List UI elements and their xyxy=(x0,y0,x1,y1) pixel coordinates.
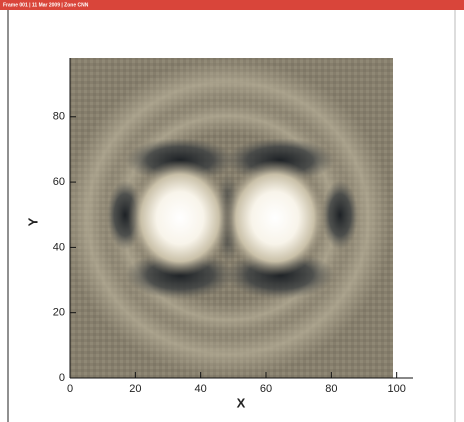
x-tick-label: 60 xyxy=(260,383,272,395)
y-tick-label: 80 xyxy=(53,111,65,123)
y-tick-label: 20 xyxy=(53,307,65,319)
x-tick-label: 80 xyxy=(325,383,337,395)
y-tick-label: 60 xyxy=(53,176,65,188)
x-axis-label: X xyxy=(237,395,246,410)
y-axis-label: Y xyxy=(25,217,40,226)
x-tick-label: 20 xyxy=(129,383,141,395)
x-tick-label: 40 xyxy=(195,383,207,395)
y-tick-label: 40 xyxy=(53,241,65,253)
frame-header: Frame 001 | 11 Mar 2009 | Zone CNN xyxy=(3,2,89,8)
frame: Frame 001 | 11 Mar 2009 | Zone CNN X Y 0… xyxy=(0,0,464,422)
contour-field xyxy=(63,58,393,378)
x-tick-label: 0 xyxy=(67,383,73,395)
y-tick-label: 0 xyxy=(59,372,65,384)
x-tick-label: 100 xyxy=(387,383,405,395)
